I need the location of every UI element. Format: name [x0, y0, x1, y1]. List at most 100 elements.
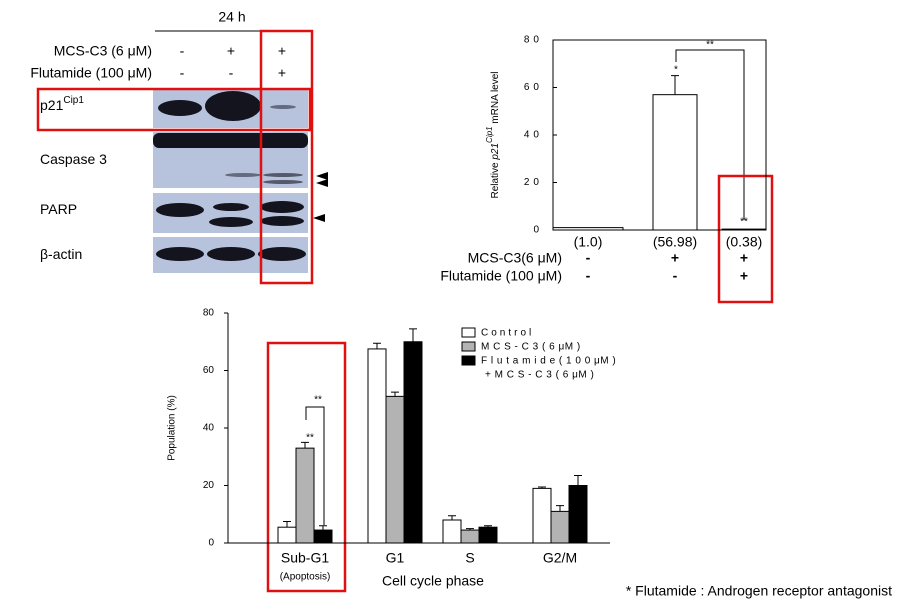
- category-note: (Apoptosis): [280, 572, 331, 583]
- condition-sign: -: [673, 268, 678, 284]
- highlight-box: [266, 341, 347, 593]
- condition-sign: -: [229, 65, 234, 81]
- value-label: (0.38): [726, 234, 763, 250]
- condition-label: Flutamide (100 μM): [30, 65, 152, 81]
- protein-label: β-actin: [40, 246, 82, 262]
- error-bar: [319, 525, 327, 531]
- bar: [552, 227, 624, 231]
- bar: [295, 447, 315, 544]
- bar: [385, 395, 405, 544]
- band: [205, 91, 261, 121]
- bar: [277, 526, 297, 544]
- protein-name: Caspase 3: [40, 151, 107, 167]
- protein-name: β-actin: [40, 246, 82, 262]
- legend-label: F l u t a m i d e ( 1 0 0 μM ): [481, 356, 616, 367]
- condition-sign: +: [740, 268, 748, 284]
- bar: [478, 526, 498, 544]
- error-bar: [409, 328, 417, 342]
- significance-bracket: [305, 406, 325, 525]
- legend-label: Control: [481, 328, 534, 339]
- y-label-part: Cip1: [485, 126, 494, 142]
- y-tick-label: 60: [203, 365, 215, 376]
- condition-sign: -: [180, 43, 185, 59]
- band: [158, 100, 202, 116]
- legend-swatch: [461, 327, 476, 338]
- error-bar: [448, 515, 456, 520]
- band: [156, 203, 204, 217]
- band: [156, 247, 204, 261]
- y-tick-label: 0: [208, 538, 214, 549]
- y-tick-label: 60: [524, 82, 543, 93]
- y-tick-label: 0: [533, 225, 543, 236]
- western-blot: 24 h: [36, 9, 328, 285]
- band: [225, 173, 261, 177]
- y-tick-label: 80: [524, 35, 543, 46]
- y-axis-label: Relative p21Cip1 mRNA level: [485, 71, 501, 198]
- y-tick-label: 40: [203, 423, 215, 434]
- x-tick-label: G2/M: [543, 550, 577, 566]
- legend-swatch: [461, 355, 476, 366]
- band: [153, 133, 308, 148]
- footnote: * Flutamide : Androgen receptor antagoni…: [626, 583, 892, 599]
- x-tick-label: G1: [386, 550, 405, 566]
- band: [260, 216, 304, 226]
- arrowhead: [313, 172, 328, 222]
- protein-label: p21Cip1: [40, 95, 84, 113]
- highlight-box: [36, 87, 312, 132]
- legend-label: M C S - C 3 ( 6 μM ): [481, 342, 581, 353]
- y-axis-label: Population (%): [167, 395, 178, 461]
- condition-sign: -: [586, 250, 591, 266]
- bar: [313, 529, 333, 544]
- error-bar: [283, 520, 291, 528]
- protein-name: PARP: [40, 201, 77, 217]
- y-tick-label: 40: [524, 130, 543, 141]
- x-axis-label: Cell cycle phase: [382, 573, 484, 589]
- error-bar: [556, 505, 564, 512]
- significance-mark: **: [306, 433, 314, 444]
- significance-bracket: [675, 49, 745, 220]
- band: [213, 203, 249, 211]
- value-label: (1.0): [574, 234, 603, 250]
- y-tick-label: 20: [203, 480, 215, 491]
- band: [258, 247, 306, 261]
- error-bar: [391, 391, 399, 397]
- significance-mark: **: [314, 395, 322, 406]
- band: [209, 217, 253, 227]
- band: [263, 173, 303, 177]
- band: [270, 105, 296, 109]
- highlight-box: [717, 174, 774, 304]
- bar: [532, 487, 552, 544]
- condition-sign: +: [278, 43, 286, 59]
- band: [260, 201, 304, 213]
- error-bar: [671, 75, 679, 95]
- condition-sign: -: [586, 268, 591, 284]
- condition-sign: +: [671, 250, 679, 266]
- y-tick-label: 80: [203, 308, 215, 319]
- error-bar: [484, 525, 492, 528]
- protein-label: PARP: [40, 201, 77, 217]
- bar: [403, 341, 423, 544]
- time-label: 24 h: [218, 9, 245, 25]
- condition-label: MCS-C3 (6 μM): [54, 43, 152, 59]
- bar: [568, 485, 588, 544]
- bar: [550, 510, 570, 544]
- band: [207, 247, 255, 261]
- bar: [442, 519, 462, 544]
- significance-mark: **: [706, 40, 714, 51]
- y-label-part: p21: [490, 143, 501, 161]
- value-label: (56.98): [653, 234, 697, 250]
- band: [263, 180, 303, 184]
- condition-sign: -: [180, 65, 185, 81]
- error-bar: [574, 474, 582, 486]
- y-tick-label: 20: [524, 177, 543, 188]
- condition-label: Flutamide (100 μM): [440, 268, 562, 284]
- legend-label: + M C S - C 3 ( 6 μM ): [485, 370, 594, 381]
- condition-sign: +: [740, 250, 748, 266]
- significance-mark: **: [740, 217, 748, 228]
- x-tick-label: S: [465, 550, 474, 566]
- error-bar: [466, 528, 474, 531]
- bar: [367, 348, 387, 544]
- error-bar: [301, 441, 309, 449]
- protein-label: Caspase 3: [40, 151, 107, 167]
